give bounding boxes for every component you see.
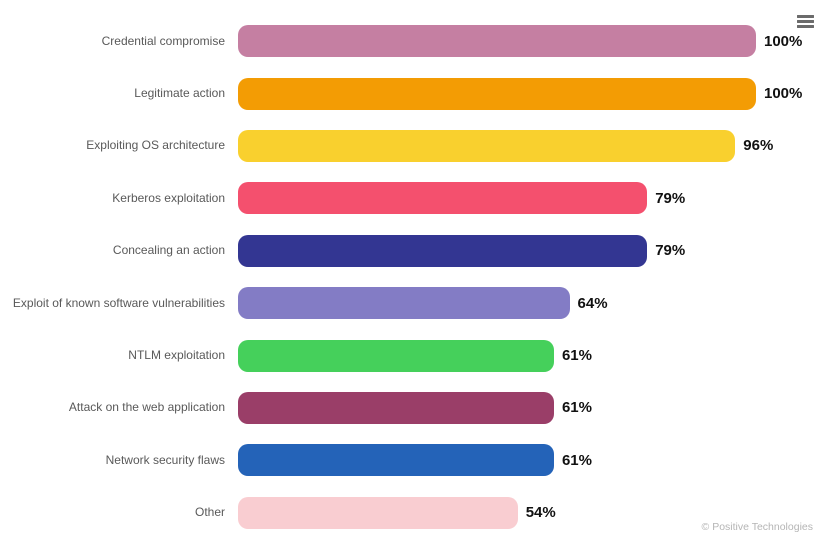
bar-row: Kerberos exploitation 79% bbox=[0, 172, 835, 224]
category-label: Exploit of known software vulnerabilitie… bbox=[12, 295, 225, 310]
bar[interactable] bbox=[238, 339, 554, 372]
bar[interactable] bbox=[238, 391, 554, 424]
category-label: Network security flaws bbox=[105, 452, 225, 467]
category-label: Other bbox=[194, 505, 225, 520]
hamburger-line bbox=[797, 20, 814, 23]
bar[interactable] bbox=[238, 496, 518, 529]
bar-row: Attack on the web application 61% bbox=[0, 382, 835, 434]
copyright-watermark: © Positive Technologies bbox=[701, 521, 813, 533]
bar-area: 100% bbox=[238, 25, 802, 58]
bar[interactable] bbox=[238, 182, 648, 215]
bar-area: 100% bbox=[238, 77, 802, 110]
bar[interactable] bbox=[238, 129, 736, 162]
bar-area: 64% bbox=[238, 287, 756, 320]
hamburger-menu-icon[interactable] bbox=[797, 15, 814, 28]
bar-row: Other 54% bbox=[0, 487, 835, 539]
bar-row: Network security flaws 61% bbox=[0, 434, 835, 486]
bar[interactable] bbox=[238, 287, 570, 320]
bar[interactable] bbox=[238, 25, 756, 58]
bar-row: Concealing an action 79% bbox=[0, 225, 835, 277]
bar-row: NTLM exploitation 61% bbox=[0, 329, 835, 381]
chart-rows: Credential compromise 100% Legitimate ac… bbox=[0, 15, 835, 539]
bar[interactable] bbox=[238, 234, 648, 267]
bar-area: 79% bbox=[238, 182, 756, 215]
bar-area: 79% bbox=[238, 234, 756, 267]
bar-row: Legitimate action 100% bbox=[0, 67, 835, 119]
category-label: Concealing an action bbox=[112, 243, 225, 258]
value-label: 64% bbox=[577, 294, 608, 312]
value-label: 61% bbox=[561, 399, 592, 417]
value-label: 54% bbox=[525, 504, 556, 522]
value-label: 79% bbox=[655, 242, 686, 260]
bar[interactable] bbox=[238, 77, 756, 110]
category-label: NTLM exploitation bbox=[128, 348, 225, 363]
category-label: Legitimate action bbox=[134, 86, 225, 101]
value-label: 96% bbox=[743, 137, 774, 155]
category-label: Credential compromise bbox=[101, 33, 225, 48]
hamburger-line bbox=[797, 25, 814, 28]
value-label: 61% bbox=[561, 347, 592, 365]
value-label: 61% bbox=[561, 451, 592, 469]
bar-area: 61% bbox=[238, 391, 756, 424]
bar-area: 54% bbox=[238, 496, 756, 529]
bar-row: Credential compromise 100% bbox=[0, 15, 835, 67]
value-label: 100% bbox=[764, 85, 803, 103]
bar-area: 61% bbox=[238, 339, 756, 372]
value-label: 79% bbox=[655, 189, 686, 207]
category-label: Kerberos exploitation bbox=[112, 190, 225, 205]
hamburger-line bbox=[797, 15, 814, 18]
bar-area: 61% bbox=[238, 444, 756, 477]
category-label: Exploiting OS architecture bbox=[86, 138, 225, 153]
category-label: Attack on the web application bbox=[68, 400, 225, 415]
value-label: 100% bbox=[764, 32, 803, 50]
bar[interactable] bbox=[238, 444, 554, 477]
bar-row: Exploit of known software vulnerabilitie… bbox=[0, 277, 835, 329]
bar-area: 96% bbox=[238, 129, 773, 162]
bar-row: Exploiting OS architecture 96% bbox=[0, 120, 835, 172]
